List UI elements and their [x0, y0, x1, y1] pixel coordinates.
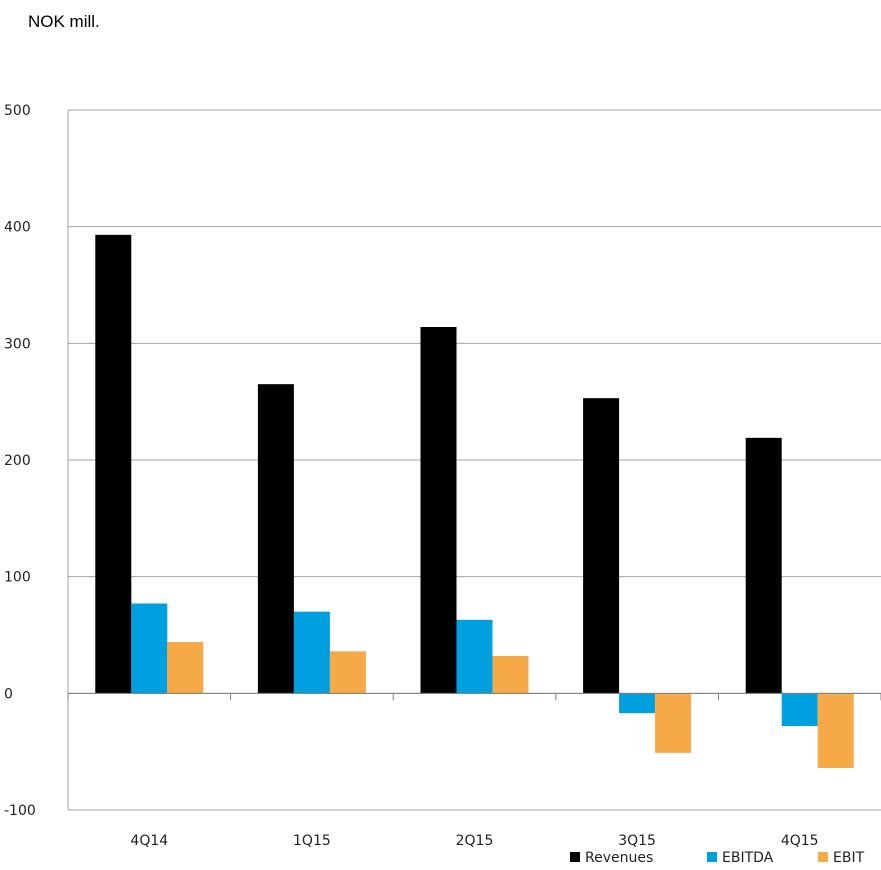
bar-ebit-4q15: [817, 693, 854, 768]
bar-revenues-4q15: [745, 437, 782, 694]
bar-revenues-1q15: [257, 384, 294, 694]
bar-series: [95, 234, 854, 768]
y-tick-label: 400: [4, 220, 31, 236]
y-tick-label: 100: [4, 570, 31, 586]
bar-ebit-1q15: [329, 651, 366, 694]
legend: Revenues EBITDA EBIT: [570, 850, 865, 866]
bar-ebitda-4q15: [781, 693, 818, 726]
legend-label-ebit: EBIT: [833, 850, 865, 866]
bar-ebit-2q15: [492, 656, 529, 694]
legend-swatch-ebit: [818, 852, 828, 862]
unit-label: NOK mill.: [28, 12, 100, 31]
x-tick-label: 4Q14: [130, 833, 168, 849]
x-tick-label: 2Q15: [456, 833, 494, 849]
y-tick-label: -100: [4, 803, 36, 819]
bar-revenues-3q15: [583, 398, 620, 694]
bar-ebitda-1q15: [293, 611, 330, 694]
legend-swatch-ebitda: [707, 852, 717, 862]
bar-revenues-4q14: [95, 234, 132, 694]
x-tick-label: 3Q15: [618, 833, 656, 849]
bar-ebitda-3q15: [619, 693, 656, 714]
x-tick-label: 4Q15: [781, 833, 819, 849]
legend-swatch-revenues: [570, 852, 580, 862]
x-tick-label: 1Q15: [293, 833, 331, 849]
bar-ebitda-4q14: [131, 603, 168, 694]
bar-ebit-3q15: [655, 693, 692, 753]
bar-ebitda-2q15: [456, 619, 493, 694]
y-axis-tick-labels: -100 0 100 200 300 400 500: [4, 103, 36, 819]
y-tick-label: 500: [4, 103, 31, 119]
y-tick-label: 300: [4, 336, 31, 352]
x-axis: 4Q14 1Q15 2Q15 3Q15 4Q15: [67, 692, 881, 849]
legend-label-revenues: Revenues: [585, 850, 653, 866]
bar-ebit-4q14: [167, 642, 204, 694]
y-tick-label: 200: [4, 453, 31, 469]
legend-label-ebitda: EBITDA: [722, 850, 774, 866]
y-tick-label: 0: [4, 686, 13, 702]
bar-revenues-2q15: [420, 327, 457, 694]
